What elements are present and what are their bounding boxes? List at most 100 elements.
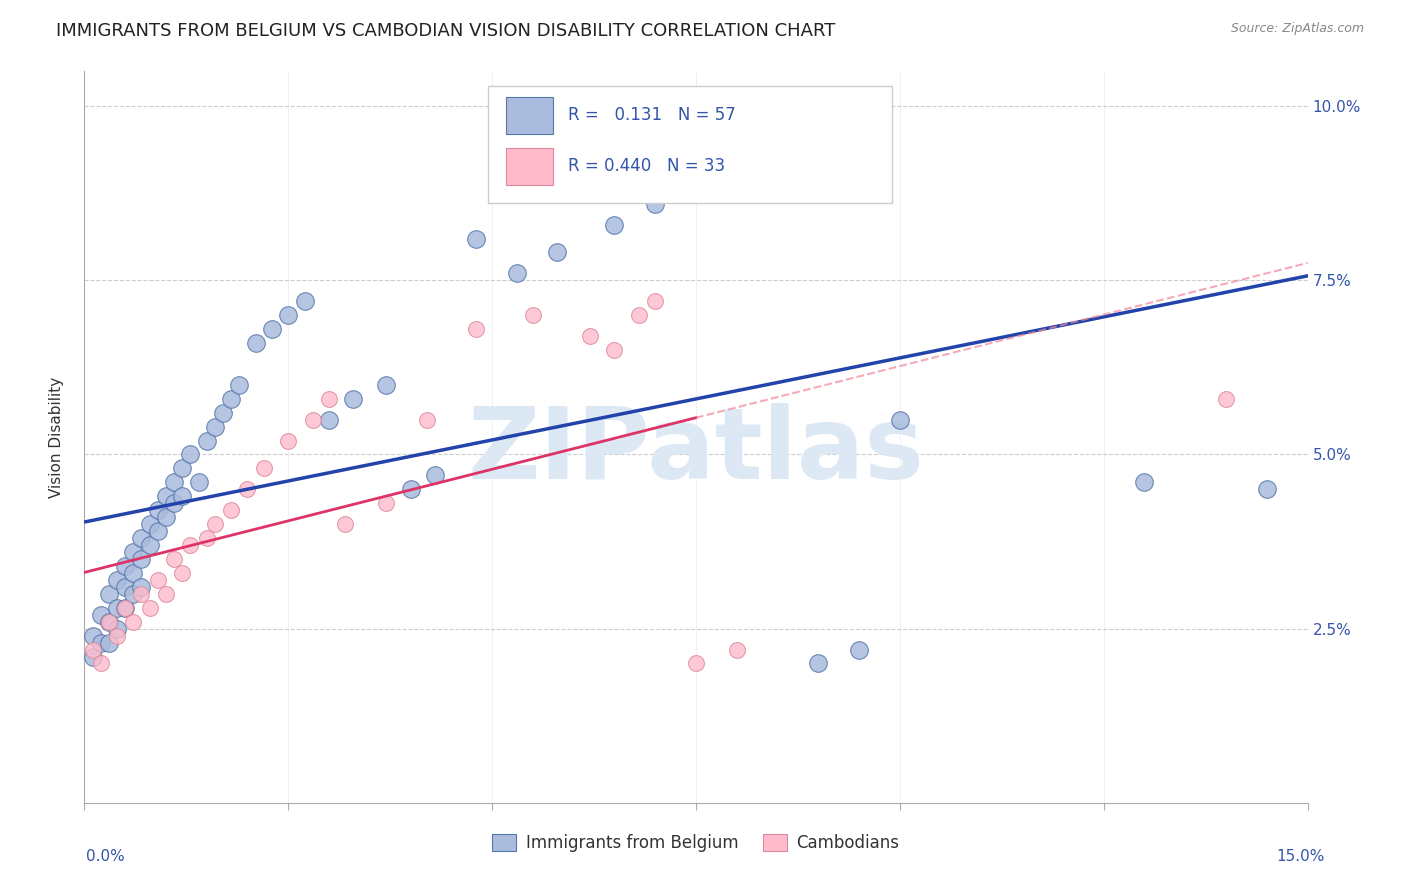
Point bbox=[114, 600, 136, 615]
FancyBboxPatch shape bbox=[506, 148, 553, 185]
Point bbox=[114, 558, 136, 573]
Point bbox=[105, 573, 128, 587]
Point bbox=[155, 510, 177, 524]
Point bbox=[644, 294, 666, 309]
Point bbox=[236, 483, 259, 497]
Point bbox=[146, 524, 169, 538]
Point bbox=[155, 489, 177, 503]
Point bbox=[105, 622, 128, 636]
Point bbox=[138, 538, 160, 552]
Point bbox=[212, 406, 235, 420]
Point bbox=[97, 615, 120, 629]
Point bbox=[464, 231, 486, 245]
Text: R =   0.131   N = 57: R = 0.131 N = 57 bbox=[568, 106, 735, 124]
Point bbox=[294, 294, 316, 309]
Point bbox=[603, 218, 626, 232]
Point bbox=[131, 587, 153, 601]
FancyBboxPatch shape bbox=[488, 86, 891, 203]
Point bbox=[163, 552, 186, 566]
Point bbox=[172, 566, 194, 580]
Point bbox=[375, 496, 398, 510]
Point bbox=[97, 587, 120, 601]
Point bbox=[579, 329, 602, 343]
Point bbox=[97, 635, 120, 649]
Legend: Immigrants from Belgium, Cambodians: Immigrants from Belgium, Cambodians bbox=[484, 825, 908, 860]
FancyBboxPatch shape bbox=[506, 97, 553, 134]
Point bbox=[146, 573, 169, 587]
Point bbox=[155, 587, 177, 601]
Point bbox=[114, 580, 136, 594]
Point bbox=[1133, 475, 1156, 490]
Point bbox=[685, 657, 707, 671]
Point bbox=[138, 517, 160, 532]
Point bbox=[725, 642, 748, 657]
Text: 15.0%: 15.0% bbox=[1277, 849, 1324, 863]
Point bbox=[146, 503, 169, 517]
Point bbox=[219, 503, 242, 517]
Point bbox=[522, 308, 544, 322]
Y-axis label: Vision Disability: Vision Disability bbox=[49, 376, 63, 498]
Text: R = 0.440   N = 33: R = 0.440 N = 33 bbox=[568, 158, 724, 176]
Text: ZIPatlas: ZIPatlas bbox=[468, 403, 924, 500]
Point bbox=[82, 629, 104, 643]
Point bbox=[253, 461, 276, 475]
Point bbox=[725, 161, 748, 176]
Point bbox=[97, 615, 120, 629]
Point bbox=[82, 642, 104, 657]
Point bbox=[131, 531, 153, 545]
Point bbox=[277, 308, 299, 322]
Point bbox=[131, 552, 153, 566]
Text: Source: ZipAtlas.com: Source: ZipAtlas.com bbox=[1230, 22, 1364, 36]
Point bbox=[335, 517, 357, 532]
Text: 0.0%: 0.0% bbox=[86, 849, 125, 863]
Point bbox=[163, 496, 186, 510]
Point bbox=[228, 377, 250, 392]
Point bbox=[122, 587, 145, 601]
Point bbox=[423, 468, 446, 483]
Point bbox=[546, 245, 568, 260]
Point bbox=[163, 475, 186, 490]
Point bbox=[416, 412, 439, 426]
Point bbox=[179, 448, 201, 462]
Point bbox=[195, 531, 218, 545]
Point bbox=[848, 642, 870, 657]
Point bbox=[245, 336, 267, 351]
Point bbox=[105, 629, 128, 643]
Point bbox=[204, 517, 226, 532]
Point bbox=[260, 322, 283, 336]
Point bbox=[1215, 392, 1237, 406]
Point bbox=[179, 538, 201, 552]
Point bbox=[90, 657, 112, 671]
Point bbox=[375, 377, 398, 392]
Point bbox=[627, 308, 650, 322]
Point bbox=[342, 392, 364, 406]
Point bbox=[685, 169, 707, 183]
Point bbox=[1256, 483, 1278, 497]
Point bbox=[807, 657, 830, 671]
Point bbox=[644, 196, 666, 211]
Point bbox=[195, 434, 218, 448]
Point bbox=[138, 600, 160, 615]
Point bbox=[122, 566, 145, 580]
Point bbox=[464, 322, 486, 336]
Text: IMMIGRANTS FROM BELGIUM VS CAMBODIAN VISION DISABILITY CORRELATION CHART: IMMIGRANTS FROM BELGIUM VS CAMBODIAN VIS… bbox=[56, 22, 835, 40]
Point bbox=[187, 475, 209, 490]
Point bbox=[301, 412, 323, 426]
Point bbox=[204, 419, 226, 434]
Point bbox=[318, 412, 340, 426]
Point bbox=[399, 483, 422, 497]
Point bbox=[219, 392, 242, 406]
Point bbox=[172, 489, 194, 503]
Point bbox=[105, 600, 128, 615]
Point bbox=[505, 266, 527, 280]
Point bbox=[889, 412, 911, 426]
Point bbox=[122, 615, 145, 629]
Point bbox=[131, 580, 153, 594]
Point bbox=[172, 461, 194, 475]
Point bbox=[90, 635, 112, 649]
Point bbox=[277, 434, 299, 448]
Point bbox=[603, 343, 626, 357]
Point bbox=[318, 392, 340, 406]
Point bbox=[82, 649, 104, 664]
Point bbox=[122, 545, 145, 559]
